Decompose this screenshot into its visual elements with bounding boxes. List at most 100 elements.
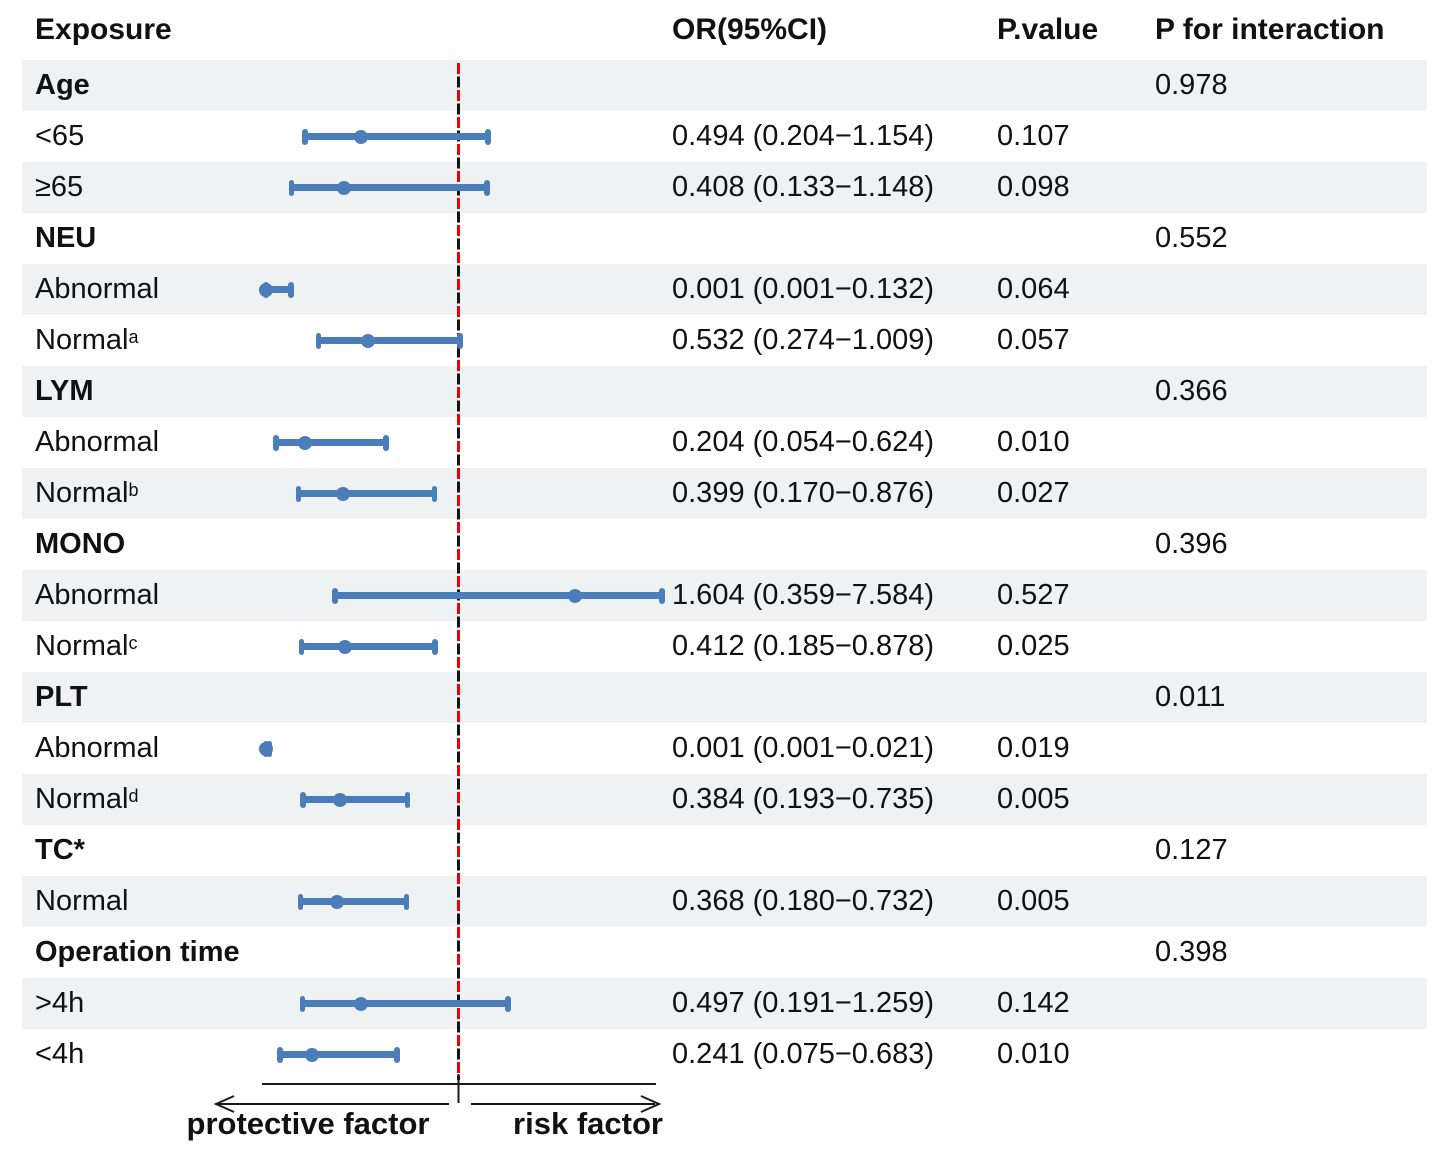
- p-interaction-value: 0.552: [1155, 222, 1228, 254]
- ci-bar: [318, 337, 461, 344]
- or-ci-value: 0.384 (0.193−0.735): [672, 783, 935, 815]
- or-ci-value: 0.412 (0.185−0.878): [672, 630, 935, 662]
- ci-cap-high: [288, 281, 294, 298]
- exposure-subgroup-label: Normald: [35, 783, 139, 815]
- footnote-superscript: a: [128, 327, 139, 347]
- forest-row: >4h 0.497 (0.191−1.259) 0.142: [0, 978, 1441, 1029]
- p-value: 0.064: [997, 273, 1070, 305]
- or-point: [354, 996, 369, 1011]
- or-ci-value: 0.001 (0.001−0.132): [672, 273, 935, 305]
- forest-row: Normalb 0.399 (0.170−0.876) 0.027: [0, 468, 1441, 519]
- ci-cap-high: [484, 179, 490, 196]
- ci-bar: [291, 184, 487, 191]
- exposure-subgroup-label: >4h: [35, 987, 85, 1019]
- forest-row: <4h 0.241 (0.075−0.683) 0.010: [0, 1029, 1441, 1080]
- row-stripe: [22, 366, 1427, 417]
- risk-factor-label: risk factor: [513, 1106, 663, 1141]
- ci-cap-high: [659, 587, 665, 604]
- forest-row: Abnormal 0.204 (0.054−0.624) 0.010: [0, 417, 1441, 468]
- p-value: 0.019: [997, 732, 1070, 764]
- forest-row: PLT 0.011: [0, 672, 1441, 723]
- forest-row: TC* 0.127: [0, 825, 1441, 876]
- ci-cap-low: [273, 434, 279, 451]
- ci-cap-high: [485, 128, 491, 145]
- ci-cap-low: [297, 893, 304, 910]
- footnote-superscript: c: [128, 633, 138, 653]
- p-value: 0.010: [997, 426, 1070, 458]
- forest-row: Abnormal 0.001 (0.001−0.132) 0.064: [0, 264, 1441, 315]
- column-header-p-value: P.value: [997, 13, 1099, 46]
- reference-line-or1: [456, 63, 461, 1080]
- forest-row: Normalc 0.412 (0.185−0.878) 0.025: [0, 621, 1441, 672]
- forest-row: Normal 0.368 (0.180−0.732) 0.005: [0, 876, 1441, 927]
- protective-factor-label: protective factor: [186, 1106, 430, 1141]
- row-stripe: [22, 570, 1427, 621]
- row-stripe: [22, 774, 1427, 825]
- exposure-subgroup-label: <65: [35, 120, 85, 152]
- ci-bar: [302, 796, 408, 803]
- ci-cap-high: [383, 434, 389, 451]
- exposure-subgroup-label: Normal: [35, 885, 129, 917]
- or-point: [353, 129, 368, 144]
- ci-cap-low: [295, 485, 302, 502]
- p-interaction-value: 0.978: [1155, 69, 1228, 101]
- ci-cap-low: [299, 995, 306, 1012]
- or-point: [258, 741, 273, 756]
- forest-row: <65 0.494 (0.204−1.154) 0.107: [0, 111, 1441, 162]
- or-point: [567, 588, 582, 603]
- exposure-group-label: Age: [35, 69, 90, 101]
- p-value: 0.005: [997, 783, 1070, 815]
- ci-bar: [265, 286, 292, 293]
- row-stripe: [22, 264, 1427, 315]
- exposure-subgroup-label: ≥65: [35, 171, 84, 203]
- exposure-group-label: LYM: [35, 375, 94, 407]
- p-interaction-value: 0.011: [1155, 681, 1226, 713]
- or-point: [305, 1047, 320, 1062]
- ci-bar: [334, 592, 662, 599]
- or-ci-value: 0.408 (0.133−1.148): [672, 171, 935, 203]
- p-interaction-value: 0.366: [1155, 375, 1228, 407]
- exposure-subgroup-label: Abnormal: [35, 732, 160, 764]
- exposure-group-label: NEU: [35, 222, 97, 254]
- or-ci-value: 0.494 (0.204−1.154): [672, 120, 935, 152]
- or-ci-value: 0.532 (0.274−1.009): [672, 324, 935, 356]
- ci-cap-low: [332, 587, 338, 604]
- footnote-superscript: b: [128, 480, 139, 500]
- forest-row: NEU 0.552: [0, 213, 1441, 264]
- or-ci-value: 0.204 (0.054−0.624): [672, 426, 935, 458]
- exposure-subgroup-label: Normalc: [35, 630, 138, 662]
- p-value: 0.005: [997, 885, 1070, 917]
- exposure-subgroup-label: <4h: [35, 1038, 85, 1070]
- or-point: [297, 435, 312, 450]
- exposure-subgroup-label: Normalb: [35, 477, 139, 509]
- ci-cap-low: [277, 1046, 283, 1063]
- or-ci-value: 0.001 (0.001−0.021): [672, 732, 935, 764]
- ci-cap-low: [298, 638, 305, 655]
- or-ci-value: 0.497 (0.191−1.259): [672, 987, 935, 1019]
- ci-bar: [300, 898, 407, 905]
- p-value: 0.057: [997, 324, 1070, 356]
- ci-bar: [276, 439, 386, 446]
- ci-cap-high: [505, 995, 511, 1012]
- exposure-subgroup-label: Abnormal: [35, 579, 160, 611]
- exposure-group-label: PLT: [35, 681, 88, 713]
- p-value: 0.527: [997, 579, 1070, 611]
- ci-cap-high: [457, 332, 463, 349]
- exposure-subgroup-label: Normala: [35, 324, 139, 356]
- row-stripe: [22, 876, 1427, 927]
- p-value: 0.010: [997, 1038, 1070, 1070]
- or-point: [335, 486, 350, 501]
- ci-cap-low: [302, 128, 308, 145]
- row-stripe: [22, 162, 1427, 213]
- ci-cap-high: [431, 485, 438, 502]
- ci-cap-low: [315, 332, 322, 349]
- p-value: 0.025: [997, 630, 1070, 662]
- forest-row: Normala 0.532 (0.274−1.009) 0.057: [0, 315, 1441, 366]
- exposure-group-label: Operation time: [35, 936, 240, 968]
- forest-row: LYM 0.366: [0, 366, 1441, 417]
- ci-cap-high: [394, 1046, 400, 1063]
- footnote-superscript: d: [128, 786, 139, 806]
- or-ci-value: 1.604 (0.359−7.584): [672, 579, 935, 611]
- forest-row: Abnormal 1.604 (0.359−7.584) 0.527: [0, 570, 1441, 621]
- or-point: [329, 894, 344, 909]
